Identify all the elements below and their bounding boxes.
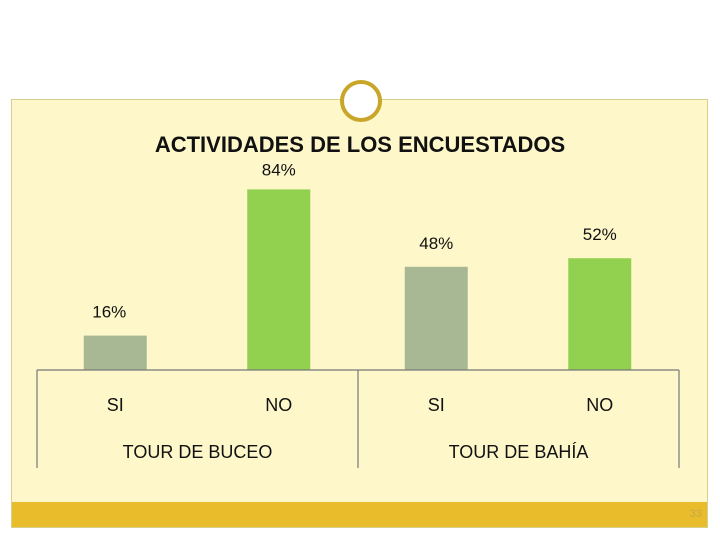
data-label: 52%: [583, 225, 617, 244]
data-label: 48%: [419, 234, 453, 253]
slide-footer-band: [12, 502, 707, 527]
bar: [83, 335, 147, 370]
data-label: 84%: [262, 160, 296, 179]
bar: [404, 266, 468, 370]
category-label: NO: [265, 395, 292, 415]
decorative-ring-icon: [340, 80, 382, 122]
group-label: TOUR DE BUCEO: [123, 442, 273, 462]
bar: [247, 189, 311, 370]
category-label: NO: [586, 395, 613, 415]
category-label: SI: [107, 395, 124, 415]
group-label: TOUR DE BAHÍA: [449, 442, 589, 462]
data-label: 16%: [92, 303, 126, 322]
chart-title: ACTIVIDADES DE LOS ENCUESTADOS: [154, 132, 566, 157]
page-number: 33: [689, 508, 702, 520]
bar: [568, 258, 632, 370]
category-label: SI: [428, 395, 445, 415]
